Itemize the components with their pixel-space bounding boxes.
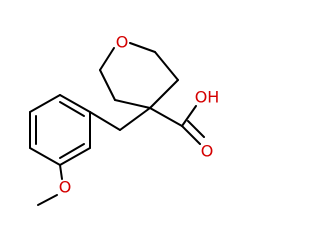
bond: [89, 111, 121, 131]
bond: [59, 164, 63, 180]
bond: [149, 79, 179, 109]
atom-label: O: [116, 33, 129, 52]
bond: [99, 47, 115, 71]
structure: O OH O O: [29, 33, 220, 206]
bond: [149, 107, 183, 127]
bond: [129, 42, 156, 53]
bond: [187, 120, 205, 138]
bond: [59, 147, 91, 166]
bond: [99, 69, 116, 101]
bond: [59, 101, 85, 117]
bond: [29, 147, 61, 166]
bond: [114, 99, 151, 109]
bond: [59, 143, 85, 159]
bond: [181, 125, 201, 145]
bonds: [29, 42, 205, 206]
bond: [37, 194, 58, 206]
atom-label: OH: [195, 88, 220, 107]
atom-label: O: [201, 142, 214, 161]
bond: [154, 51, 179, 81]
bond: [181, 105, 197, 127]
atom-label: O: [59, 178, 72, 197]
bond: [59, 94, 91, 113]
bond: [119, 107, 151, 131]
bond: [29, 94, 61, 113]
